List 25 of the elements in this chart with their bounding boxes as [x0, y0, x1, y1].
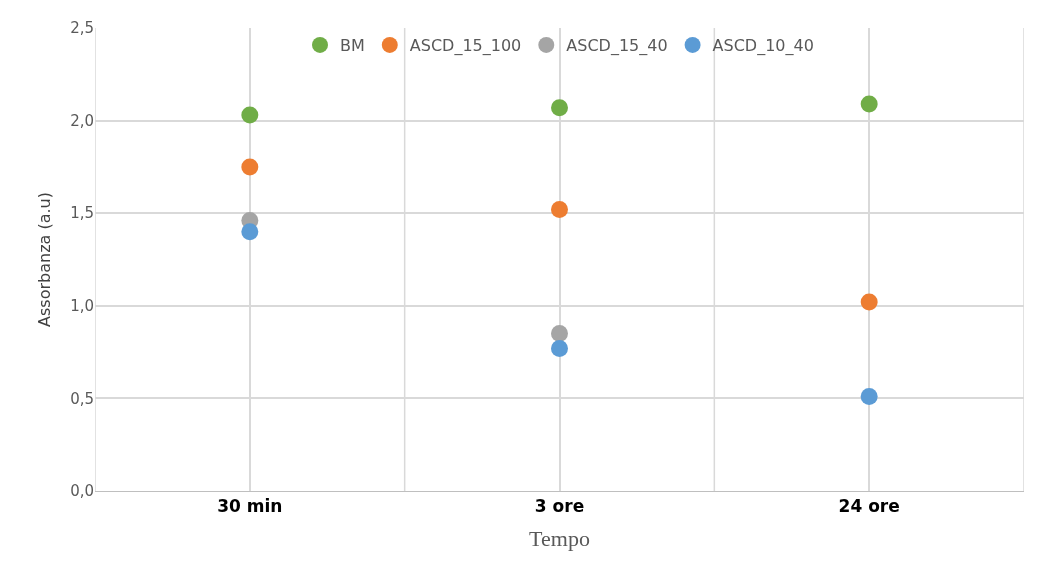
point [860, 293, 878, 311]
point [551, 325, 568, 343]
point [551, 99, 568, 117]
x-tick-label: 24 ore [838, 496, 900, 517]
point [860, 388, 878, 406]
x-tick-label: 3 ore [534, 496, 585, 517]
y-tick-label: 2,0 [70, 111, 94, 130]
point [241, 223, 259, 241]
y-tick-label: 2,5 [70, 19, 94, 38]
y-axis-title: Assorbanza (a.u) [35, 192, 55, 327]
legend-label: ASCD_15_40 [566, 36, 668, 57]
point [551, 339, 568, 357]
y-tick-label: 1,5 [70, 204, 94, 223]
x-axis-title: Tempo [529, 526, 590, 552]
x-tick-label: 30 min [217, 496, 283, 517]
y-tick-label: 1,0 [70, 297, 94, 316]
point [860, 95, 878, 113]
point [241, 158, 259, 176]
legend-label: BM [340, 36, 365, 56]
point [241, 106, 259, 124]
y-tick-label: 0,0 [70, 482, 94, 501]
legend-label: ASCD_10_40 [712, 36, 814, 57]
point [551, 201, 568, 218]
y-tick-label: 0,5 [70, 389, 94, 408]
legend-label: ASCD_15_100 [409, 36, 522, 57]
